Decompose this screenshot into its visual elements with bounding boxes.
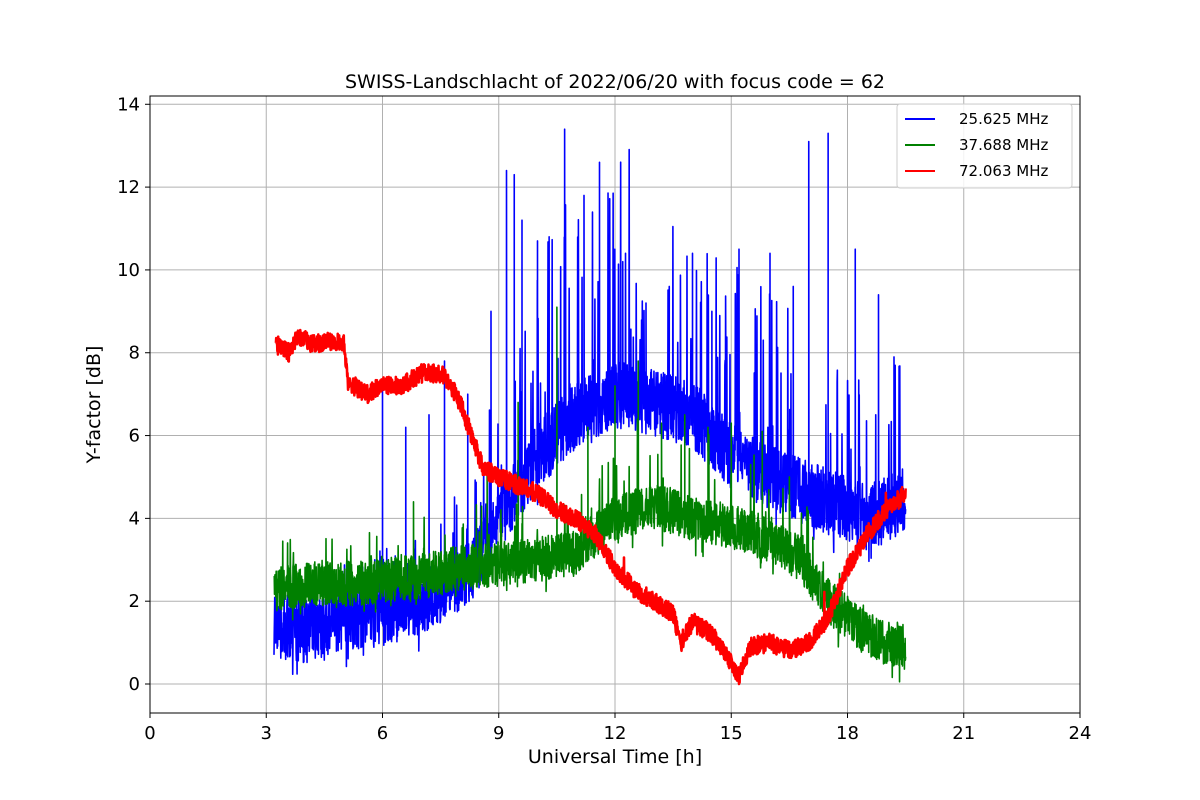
legend-box bbox=[896, 103, 1073, 189]
x-tick-label: 0 bbox=[144, 723, 155, 744]
y-tick-label: 4 bbox=[129, 508, 140, 529]
series-lines bbox=[273, 128, 907, 686]
y-tick-label: 2 bbox=[129, 591, 140, 612]
x-tick-label: 12 bbox=[604, 723, 627, 744]
legend: 25.625 MHz 37.688 MHz 72.063 MHz bbox=[896, 103, 1073, 189]
legend-entry: 25.625 MHz bbox=[959, 110, 1048, 128]
x-tick-label: 18 bbox=[836, 723, 859, 744]
y-tick-label: 12 bbox=[117, 177, 140, 198]
series-line-37-688-mhz bbox=[273, 306, 907, 683]
y-tick-label: 8 bbox=[129, 343, 140, 364]
x-tick-label: 3 bbox=[261, 723, 272, 744]
chart-title: SWISS-Landschlacht of 2022/06/20 with fo… bbox=[345, 71, 885, 93]
legend-entry: 37.688 MHz bbox=[959, 136, 1048, 154]
y-tick-label: 14 bbox=[117, 94, 140, 115]
x-tick-label: 24 bbox=[1069, 723, 1092, 744]
x-tick-label: 21 bbox=[952, 723, 975, 744]
series-line-72-063-mhz bbox=[274, 328, 907, 686]
series-line-25-625-mhz bbox=[273, 128, 907, 676]
x-tick-label: 15 bbox=[720, 723, 743, 744]
x-tick-label: 6 bbox=[377, 723, 388, 744]
y-axis-label: Y-factor [dB] bbox=[83, 346, 105, 465]
x-axis-label: Universal Time [h] bbox=[528, 746, 702, 768]
y-tick-label: 6 bbox=[129, 426, 140, 447]
y-tick-label: 10 bbox=[117, 260, 140, 281]
x-tick-label: 9 bbox=[493, 723, 504, 744]
y-tick-label: 0 bbox=[129, 674, 140, 695]
legend-entry: 72.063 MHz bbox=[959, 162, 1048, 180]
